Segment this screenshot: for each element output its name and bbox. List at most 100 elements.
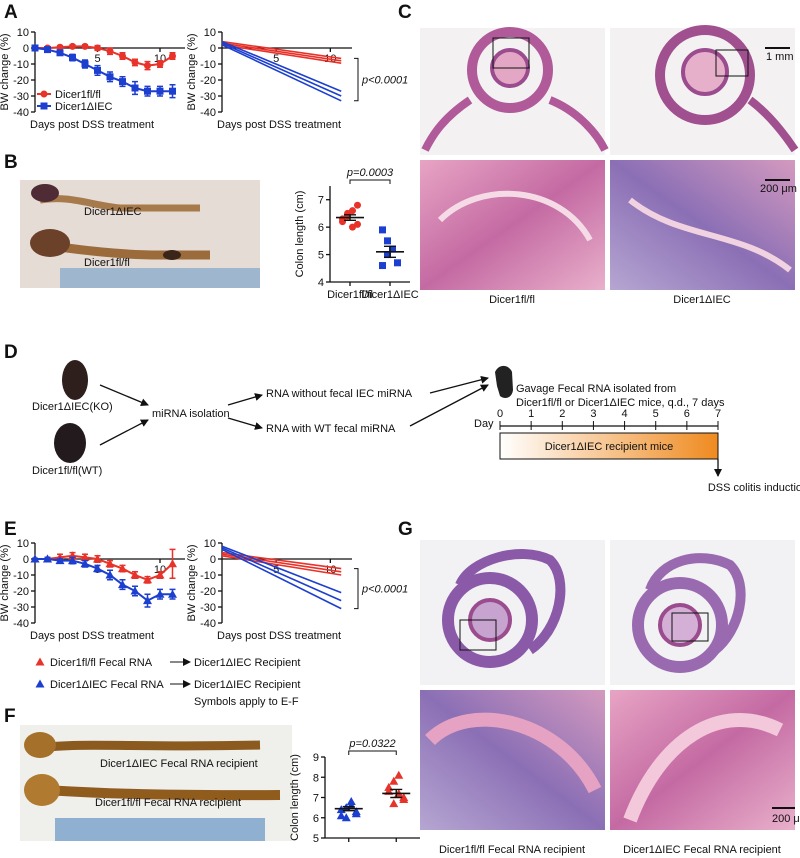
data-point bbox=[81, 42, 89, 50]
y-tick-label: 0 bbox=[23, 43, 29, 55]
data-point bbox=[394, 770, 404, 779]
sem-bar bbox=[344, 214, 356, 221]
y-tick-label: 0 bbox=[23, 554, 29, 566]
y-tick-label: -10 bbox=[13, 59, 29, 71]
data-point bbox=[131, 84, 139, 92]
significance-bracket bbox=[354, 57, 359, 102]
data-point bbox=[169, 87, 176, 95]
data-point bbox=[155, 589, 165, 598]
data-point bbox=[106, 47, 114, 55]
diagram-label: miRNA isolation bbox=[152, 408, 230, 420]
y-tick-label: -10 bbox=[200, 570, 216, 582]
data-point bbox=[30, 554, 40, 563]
y-tick-label: 10 bbox=[204, 27, 216, 39]
panel-label: F bbox=[4, 706, 16, 727]
diagram-label: Dicer1ΔIEC(KO) bbox=[32, 401, 113, 413]
x-tick-label: 5 bbox=[273, 53, 279, 65]
series-line bbox=[35, 45, 174, 67]
y-tick-label: 8 bbox=[313, 772, 319, 784]
data-point bbox=[156, 60, 164, 68]
histology-image bbox=[420, 540, 795, 830]
data-point bbox=[119, 52, 126, 60]
diagram-label: Gavage Fecal RNA isolated from bbox=[516, 383, 676, 395]
data-point bbox=[169, 52, 176, 60]
timeline-day: 0 bbox=[497, 408, 503, 420]
legend-marker bbox=[35, 657, 45, 666]
series-line bbox=[221, 40, 342, 92]
series-line bbox=[221, 551, 342, 570]
scale-bar-label: 1 mm bbox=[766, 51, 794, 63]
data-point bbox=[336, 811, 346, 820]
y-tick-label: 9 bbox=[313, 752, 319, 764]
legend-label: Dicer1ΔIEC Fecal RNA bbox=[50, 679, 164, 691]
panel-label: E bbox=[4, 519, 17, 540]
y-tick-label: 5 bbox=[318, 250, 324, 262]
data-point bbox=[399, 793, 409, 801]
timeline-day: 7 bbox=[715, 408, 721, 420]
x-axis-label: Days post DSS treatment bbox=[30, 630, 154, 642]
data-point bbox=[354, 220, 361, 228]
diagram-shapes bbox=[54, 360, 722, 477]
data-point bbox=[143, 596, 152, 605]
data-point bbox=[106, 73, 114, 81]
significance-bracket bbox=[354, 568, 359, 610]
data-point bbox=[384, 251, 391, 259]
y-axis-label: BW change (%) bbox=[0, 544, 11, 621]
series-line bbox=[221, 42, 342, 97]
y-tick-label: -30 bbox=[13, 91, 29, 103]
legend-marker bbox=[35, 679, 45, 688]
data-point bbox=[44, 46, 51, 54]
data-point bbox=[94, 44, 101, 52]
timeline-day: 3 bbox=[590, 408, 596, 420]
data-point bbox=[379, 226, 386, 234]
scale-bar-label: 200 μm bbox=[772, 813, 800, 825]
diagram-label: Dicer1ΔIEC recipient mice bbox=[545, 441, 673, 453]
diagram-label: Day bbox=[474, 418, 494, 430]
data-point bbox=[69, 54, 76, 62]
panel-label: B bbox=[4, 152, 18, 173]
data-point bbox=[389, 245, 396, 253]
x-tick-label: Dicer1fl/fl bbox=[327, 289, 373, 301]
data-point bbox=[94, 66, 101, 74]
data-point bbox=[341, 813, 351, 822]
data-point bbox=[131, 58, 139, 66]
series-line bbox=[221, 42, 342, 62]
y-axis-label: Colon length (cm) bbox=[289, 754, 301, 841]
legend-marker bbox=[40, 90, 48, 98]
histology-image bbox=[420, 25, 799, 290]
image-caption: Dicer1ΔIEC Fecal RNA recipient bbox=[623, 844, 781, 856]
y-tick-label: 10 bbox=[17, 27, 29, 39]
data-point bbox=[155, 570, 165, 579]
data-point bbox=[93, 554, 102, 563]
timeline-day: 4 bbox=[622, 408, 628, 420]
y-axis-label: Colon length (cm) bbox=[294, 191, 306, 278]
data-point bbox=[168, 559, 177, 568]
panel-label: C bbox=[398, 2, 412, 23]
data-point bbox=[379, 262, 386, 270]
y-tick-label: 7 bbox=[318, 195, 324, 207]
y-axis-label: BW change (%) bbox=[186, 33, 198, 110]
image-caption: Dicer1ΔIEC bbox=[673, 294, 731, 306]
sem-bar bbox=[384, 245, 396, 259]
y-tick-label: 10 bbox=[17, 538, 29, 550]
data-point bbox=[349, 207, 356, 215]
series-line bbox=[221, 545, 342, 594]
y-axis-label: BW change (%) bbox=[0, 33, 11, 110]
series-line bbox=[221, 548, 342, 610]
data-point bbox=[105, 570, 115, 579]
data-point bbox=[384, 237, 391, 245]
data-point bbox=[93, 564, 102, 573]
legend-target: Dicer1ΔIEC Recipient bbox=[194, 679, 300, 691]
significance-label: p=0.0003 bbox=[346, 167, 394, 179]
y-tick-label: -20 bbox=[200, 75, 216, 87]
data-point bbox=[339, 218, 346, 226]
image-caption: Dicer1fl/fl Fecal RNA recipient bbox=[439, 844, 585, 856]
y-tick-label: -20 bbox=[13, 75, 29, 87]
x-axis-label: Days post DSS treatment bbox=[30, 119, 154, 131]
data-point bbox=[31, 44, 39, 52]
timeline-day: 6 bbox=[684, 408, 690, 420]
y-tick-label: -40 bbox=[13, 618, 29, 630]
data-point bbox=[346, 797, 356, 806]
data-point bbox=[156, 87, 164, 95]
